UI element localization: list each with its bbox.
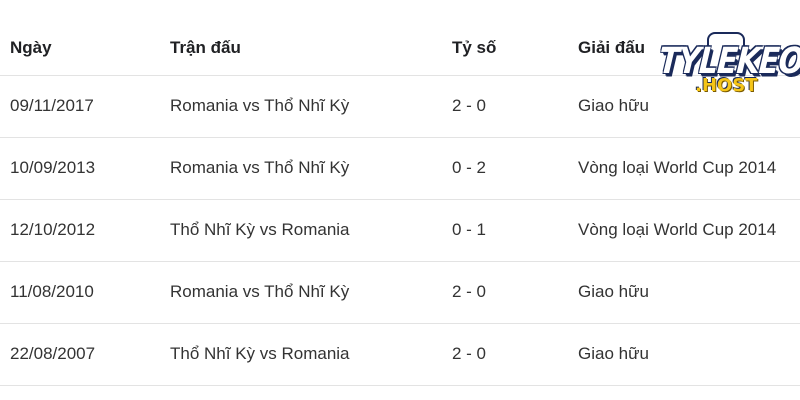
header-score: Tỷ số — [452, 38, 497, 57]
cell-competition: Vòng loại World Cup 2014 — [578, 158, 777, 177]
cell-match: Thổ Nhĩ Kỳ vs Romania — [170, 344, 350, 363]
logo-shape-icon — [707, 32, 745, 50]
table-row: 22/08/2007 Thổ Nhĩ Kỳ vs Romania 2 - 0 Giao… — [0, 324, 800, 386]
header-competition: Giải đấu — [578, 38, 646, 57]
cell-score: 0 - 2 — [452, 158, 487, 177]
table-row: 11/08/2010 Romania vs Thổ Nhĩ Kỳ 2 - 0 Giao… — [0, 262, 800, 324]
table-row: 09/11/2017 Romania vs Thổ Nhĩ Kỳ 2 - 0 Giao… — [0, 76, 800, 138]
table-row: 10/09/2013 Romania vs Thổ Nhĩ Kỳ 0 - 2 Vòng… — [0, 138, 800, 200]
cell-date: 22/08/2007 — [10, 344, 96, 363]
cell-competition: Giao hữu — [578, 344, 649, 363]
logo-sub: .HOST — [695, 75, 758, 96]
cell-competition: Giao hữu — [578, 282, 649, 301]
header-match: Trận đấu — [170, 38, 241, 57]
table-header: Ngày Trận đấu Tỷ số Giải đấu — [0, 0, 800, 76]
cell-match: Thổ Nhĩ Kỳ vs Romania — [170, 220, 350, 239]
cell-match: Romania vs Thổ Nhĩ Kỳ — [170, 282, 350, 301]
cell-competition: Giao hữu — [578, 96, 649, 115]
tylekeo-logo: TYLEKEO .HOST — [655, 30, 800, 100]
cell-match: Romania vs Thổ Nhĩ Kỳ — [170, 158, 350, 177]
cell-date: 12/10/2012 — [10, 220, 96, 239]
match-history-table: Ngày Trận đấu Tỷ số Giải đấu 09/11/2017 R… — [0, 0, 800, 386]
cell-score: 2 - 0 — [452, 344, 487, 363]
cell-date: 11/08/2010 — [10, 282, 94, 301]
cell-match: Romania vs Thổ Nhĩ Kỳ — [170, 96, 350, 115]
cell-date: 10/09/2013 — [10, 158, 96, 177]
header-date: Ngày — [10, 38, 52, 57]
cell-score: 2 - 0 — [452, 96, 487, 115]
table-row: 12/10/2012 Thổ Nhĩ Kỳ vs Romania 0 - 1 Vòng… — [0, 200, 800, 262]
cell-date: 09/11/2017 — [10, 96, 94, 115]
cell-competition: Vòng loại World Cup 2014 — [578, 220, 777, 239]
cell-score: 0 - 1 — [452, 220, 487, 239]
cell-score: 2 - 0 — [452, 282, 487, 301]
